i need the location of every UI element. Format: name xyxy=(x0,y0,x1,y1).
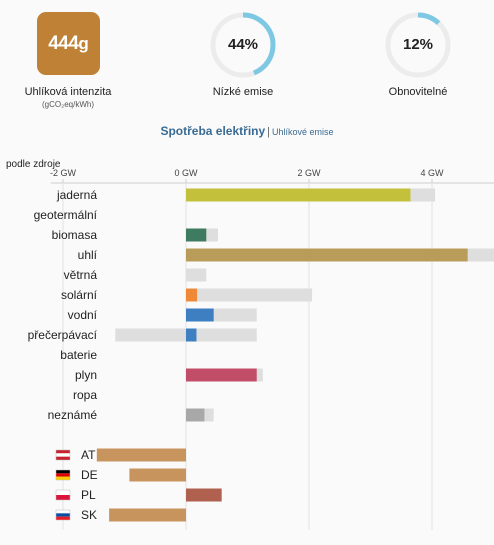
flag-icon xyxy=(55,449,71,461)
exchange-bar xyxy=(96,448,186,462)
exchange-bar xyxy=(109,508,186,522)
exchange-label: SK xyxy=(81,508,97,522)
flag-stripe xyxy=(56,450,70,454)
low-carbon-label: Nízké emise xyxy=(212,86,274,98)
flag-icon xyxy=(55,469,71,481)
exchange-label: AT xyxy=(81,448,96,462)
capacity-bar xyxy=(186,328,257,342)
renewable-gauge[interactable]: 12% xyxy=(385,12,451,78)
production-bar xyxy=(186,328,197,342)
source-label: větrná xyxy=(64,268,98,282)
flag-stripe xyxy=(56,473,70,477)
production-bar xyxy=(186,288,198,302)
flag-icon xyxy=(55,509,71,521)
capacity-bar xyxy=(186,288,313,302)
flag-stripe xyxy=(56,456,70,460)
group-label: podle zdroje xyxy=(6,159,61,170)
production-chart: -2 GW0 GW2 GW4 GW6 GW8 GWjadernágeotermá… xyxy=(28,168,494,530)
source-label: plyn xyxy=(75,368,97,382)
capacity-bar xyxy=(186,268,207,282)
source-label: geotermální xyxy=(34,208,98,222)
chart-title-emissions-link[interactable]: Uhlíkové emise xyxy=(272,127,334,137)
chart-title-separator: | xyxy=(267,126,271,138)
source-label: biomasa xyxy=(52,228,98,242)
carbon-intensity-unit-label: (gCO₂eq/kWh) xyxy=(41,100,94,109)
x-tick-label: 0 GW xyxy=(174,168,198,178)
source-label: jaderná xyxy=(56,188,97,202)
renewable-gauge-ring xyxy=(385,12,451,78)
source-label: uhlí xyxy=(78,248,98,262)
exchange-bar xyxy=(129,468,186,482)
low-carbon-gauge[interactable]: 44% xyxy=(210,12,276,78)
production-bar xyxy=(186,188,411,202)
source-label: přečerpávací xyxy=(28,328,98,342)
chart-title-consumption: Spotřeba elektřiny xyxy=(160,124,266,138)
source-label: vodní xyxy=(68,308,98,322)
flag-stripe xyxy=(56,453,70,457)
source-label: neznámé xyxy=(48,408,98,422)
flag-stripe xyxy=(56,476,70,480)
exchange-label: PL xyxy=(81,488,96,502)
production-bar xyxy=(186,308,214,322)
flag-stripe xyxy=(56,470,70,474)
low-carbon-percentage: 44% xyxy=(227,36,259,53)
low-carbon-gauge-ring xyxy=(210,12,276,78)
source-label: baterie xyxy=(60,348,97,362)
x-tick-label: 4 GW xyxy=(420,168,444,178)
carbon-intensity-badge[interactable]: 444 g xyxy=(37,12,100,75)
exchange-label: DE xyxy=(81,468,98,482)
production-bar xyxy=(186,248,468,262)
chart-title: Spotřeba elektřiny | Uhlíkové emise xyxy=(0,124,494,138)
source-label: solární xyxy=(61,288,98,302)
flag-icon xyxy=(55,489,71,501)
flag-stripe xyxy=(56,490,70,495)
carbon-intensity-value: 444 xyxy=(48,32,79,54)
carbon-intensity-label: Uhlíková intenzita xyxy=(24,86,112,98)
production-bar xyxy=(186,228,207,242)
source-label: ropa xyxy=(73,388,97,402)
production-bar xyxy=(186,368,257,382)
renewable-label: Obnovitelné xyxy=(388,86,448,98)
flag-stripe xyxy=(56,516,70,520)
production-bar xyxy=(186,408,205,422)
flag-stripe xyxy=(56,513,70,517)
capacity-bar-negative xyxy=(115,328,186,342)
x-tick-label: -2 GW xyxy=(50,168,77,178)
flag-stripe xyxy=(56,510,70,514)
x-tick-label: 2 GW xyxy=(297,168,321,178)
flag-stripe xyxy=(56,495,70,500)
carbon-intensity-unit: g xyxy=(78,33,89,53)
exchange-bar xyxy=(186,488,222,502)
renewable-percentage: 12% xyxy=(402,36,434,53)
